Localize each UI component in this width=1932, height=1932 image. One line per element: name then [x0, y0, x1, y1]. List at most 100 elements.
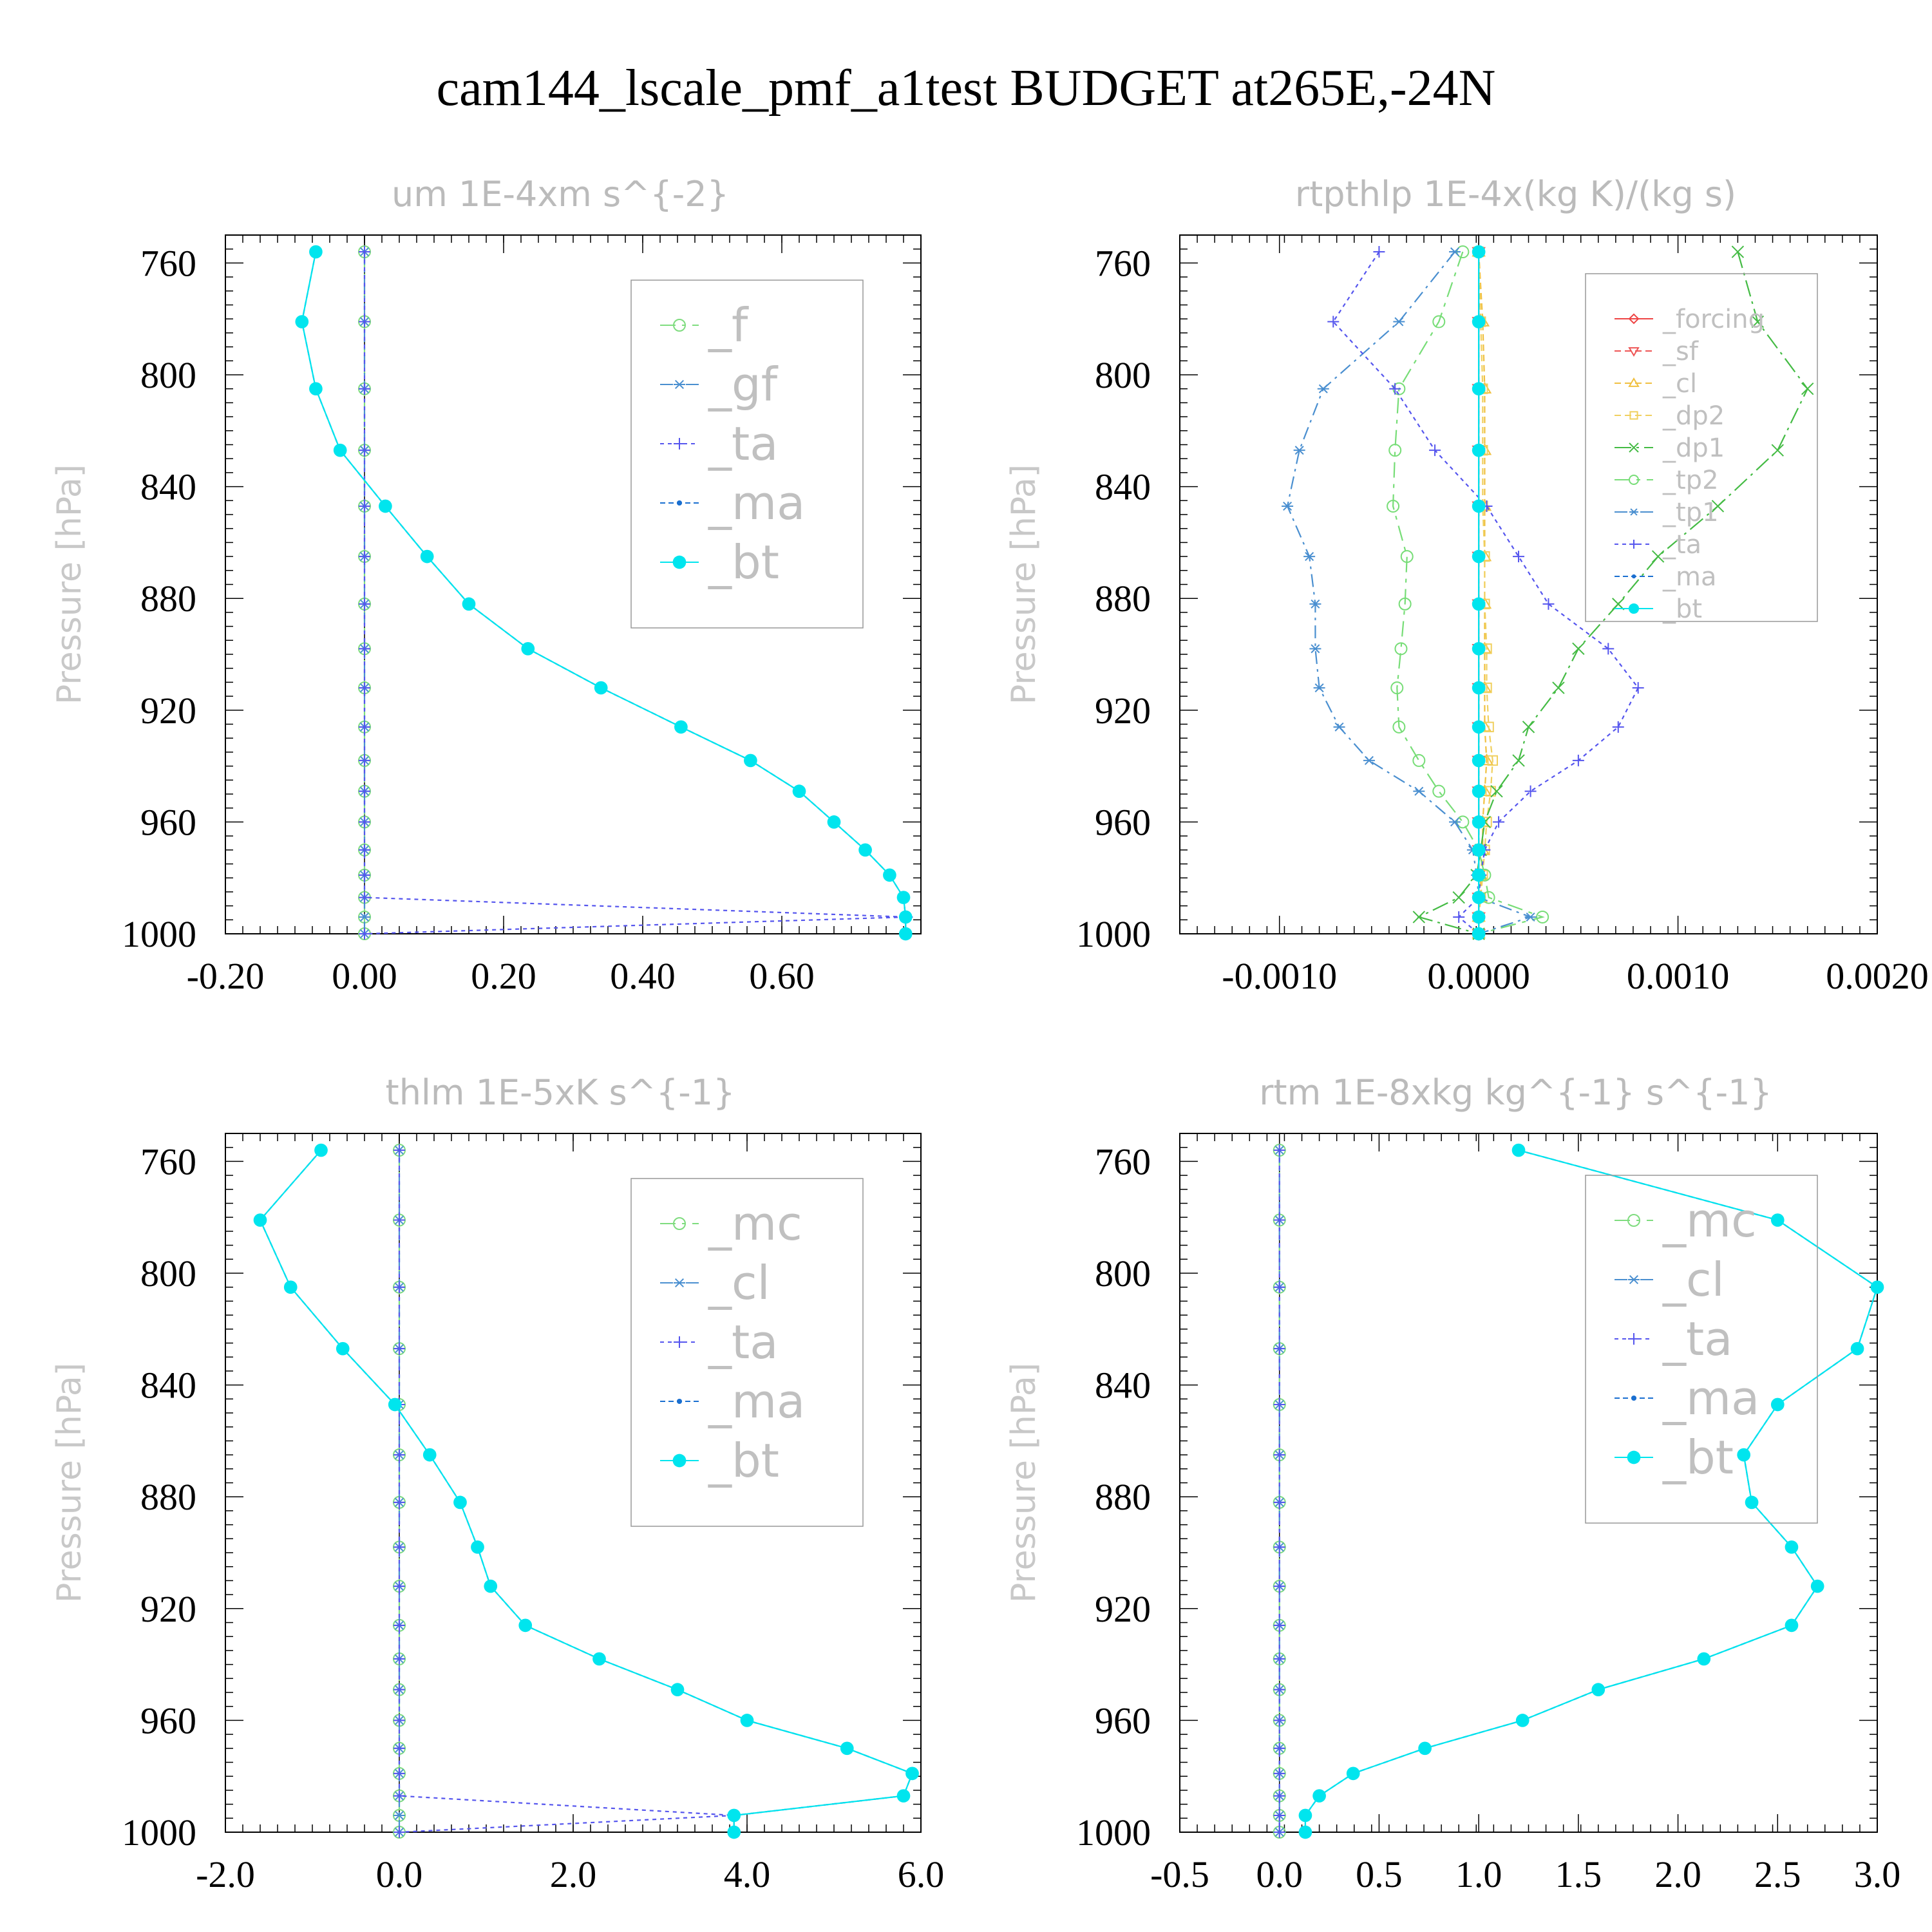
- legend-entry: _tp1: [1662, 498, 1719, 527]
- plot-frame: [225, 1133, 922, 1833]
- y-tick-label: 960: [140, 801, 196, 843]
- point-marker: [1298, 1825, 1312, 1839]
- point-marker: [1346, 1766, 1360, 1781]
- point-marker: [1390, 681, 1404, 695]
- point-marker: [521, 641, 535, 656]
- point-marker: [1449, 247, 1461, 257]
- point-marker: [1628, 603, 1640, 614]
- point-marker: [673, 319, 686, 332]
- y-tick-label: 1000: [122, 1812, 196, 1853]
- series-line: [1478, 251, 1488, 934]
- point-marker: [898, 927, 913, 941]
- point-marker: [1393, 317, 1405, 327]
- point-marker: [393, 1619, 405, 1631]
- y-tick-label: 840: [1095, 466, 1151, 508]
- x-tick-label: 0.00: [332, 955, 397, 997]
- x-tick-label: -0.0010: [1222, 955, 1337, 997]
- x-tick-label: 0.5: [1356, 1853, 1403, 1895]
- point-marker: [1472, 891, 1486, 904]
- point-marker: [1363, 755, 1375, 765]
- y-axis-label: Pressure [hPa]: [50, 1363, 89, 1603]
- point-marker: [1485, 786, 1496, 797]
- point-marker: [1273, 1826, 1285, 1838]
- point-marker: [827, 815, 841, 829]
- x-tick-label: 0.40: [610, 955, 676, 997]
- x-tick-label: 2.0: [1654, 1853, 1701, 1895]
- point-marker: [1524, 912, 1537, 922]
- panel-um: um 1E-4xm s^{-2} Pressure [hPa] 760 800 840 8…: [50, 174, 922, 997]
- legend-entry: _ma: [1662, 1371, 1759, 1425]
- y-tick-label: 920: [1095, 1588, 1151, 1630]
- panel-title: thlm 1E-5xK s^{-1}: [386, 1072, 735, 1113]
- x-tick-label: 0.20: [471, 955, 536, 997]
- point-marker: [673, 1217, 686, 1230]
- series-line: [301, 251, 907, 934]
- point-marker: [393, 1541, 405, 1553]
- point-marker: [1273, 1619, 1285, 1631]
- panel-rtpthlp: rtpthlp 1E-4x(kg K)/(kg s) Pressure [hPa]…: [1005, 174, 1929, 997]
- point-marker: [1612, 721, 1624, 733]
- point-marker: [1413, 786, 1425, 796]
- legend-entry: _bt: [1662, 1430, 1734, 1484]
- point-marker: [393, 1742, 405, 1754]
- point-marker: [672, 1454, 687, 1468]
- legend-box: [1585, 273, 1818, 622]
- point-marker: [1472, 245, 1486, 259]
- point-marker: [1524, 785, 1537, 797]
- point-marker: [1536, 910, 1549, 923]
- y-tick-label: 880: [1095, 578, 1151, 620]
- point-marker: [1273, 1809, 1285, 1821]
- point-marker: [1313, 683, 1325, 693]
- legend-entry: _ta: [708, 417, 778, 471]
- point-marker: [1273, 1790, 1285, 1802]
- legend-box: [1585, 1175, 1818, 1524]
- point-marker: [1398, 597, 1412, 611]
- point-marker: [1273, 1281, 1285, 1293]
- y-tick-label: 760: [1095, 242, 1151, 284]
- y-tick-label: 1000: [1076, 1812, 1151, 1853]
- point-marker: [740, 1714, 754, 1727]
- point-marker: [1394, 642, 1408, 656]
- point-marker: [1629, 411, 1638, 420]
- legend-entry: _dp2: [1662, 401, 1725, 431]
- x-tick-label: 1.5: [1555, 1853, 1602, 1895]
- series-line: [1417, 251, 1808, 935]
- y-tick-label: 800: [140, 1253, 196, 1294]
- point-marker: [1273, 1449, 1285, 1461]
- point-marker: [674, 379, 685, 390]
- legend-entry: _sf: [1662, 337, 1699, 366]
- point-marker: [1711, 500, 1725, 513]
- point-marker: [379, 499, 392, 513]
- legend-box: [630, 1178, 864, 1527]
- point-marker: [1429, 444, 1441, 457]
- point-marker: [1513, 551, 1525, 563]
- x-tick-label: 0.60: [749, 955, 815, 997]
- legend-entry: _mc: [1662, 1193, 1757, 1247]
- point-marker: [359, 444, 370, 457]
- point-marker: [1511, 1143, 1526, 1157]
- point-marker: [858, 843, 872, 857]
- point-marker: [1273, 1683, 1285, 1696]
- series-line: [1304, 1149, 1879, 1832]
- x-tick-label: 6.0: [898, 1853, 945, 1895]
- point-marker: [1472, 382, 1486, 396]
- legend-entry: _ma: [708, 1374, 805, 1428]
- point-marker: [1309, 644, 1321, 654]
- point-marker: [1472, 499, 1486, 513]
- point-marker: [1628, 1274, 1640, 1285]
- point-marker: [1273, 1580, 1285, 1593]
- point-marker: [896, 891, 911, 904]
- x-tick-label: -2.0: [196, 1853, 255, 1895]
- point-marker: [1629, 540, 1638, 549]
- point-marker: [1751, 315, 1765, 328]
- point-marker: [1629, 475, 1639, 485]
- point-marker: [1472, 910, 1486, 924]
- point-marker: [1472, 641, 1486, 656]
- point-marker: [393, 1714, 405, 1727]
- point-marker: [1628, 347, 1640, 357]
- point-marker: [462, 597, 476, 611]
- y-tick-label: 800: [1095, 354, 1151, 396]
- point-marker: [1512, 754, 1525, 767]
- point-marker: [393, 1767, 405, 1779]
- point-marker: [1309, 599, 1321, 609]
